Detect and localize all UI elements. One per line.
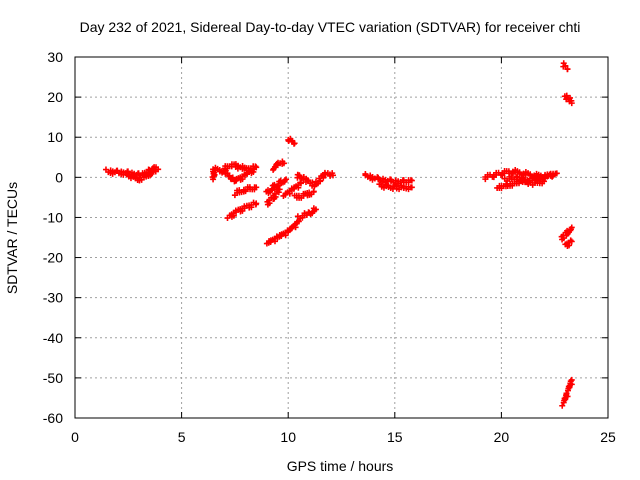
data-point <box>270 166 277 173</box>
y-tick-label: -40 <box>43 330 63 346</box>
series-arc-23 <box>561 92 575 107</box>
data-point <box>276 186 283 193</box>
data-point <box>520 176 527 183</box>
series-arc-15 <box>291 188 317 201</box>
data-points <box>102 60 575 409</box>
y-axis-label: SDTVAR / TECUs <box>4 182 20 294</box>
data-point <box>304 177 311 184</box>
series-arc-21 <box>501 173 548 188</box>
data-point <box>567 237 574 244</box>
x-tick-label: 10 <box>280 429 296 445</box>
series-arc-10 <box>263 218 302 247</box>
y-tick-label: 0 <box>55 169 63 185</box>
data-point <box>297 180 304 187</box>
data-point <box>568 100 575 107</box>
data-point <box>280 160 287 167</box>
data-point <box>253 184 260 191</box>
data-point <box>253 164 260 171</box>
x-axis-label: GPS time / hours <box>287 458 394 474</box>
data-point <box>568 376 575 383</box>
data-point <box>229 174 236 181</box>
y-tick-label: -10 <box>43 209 63 225</box>
series-arc-26 <box>559 376 575 409</box>
data-point <box>317 178 324 185</box>
gridlines <box>75 57 608 418</box>
data-point <box>562 62 569 69</box>
y-tick-label: -50 <box>43 370 63 386</box>
x-tick-label: 0 <box>71 429 79 445</box>
data-point <box>252 163 259 170</box>
data-point <box>312 206 319 213</box>
y-tick-label: 10 <box>47 129 63 145</box>
data-point <box>541 178 548 185</box>
series-arc-25 <box>562 237 575 250</box>
data-point <box>564 66 571 73</box>
series-arc-24 <box>558 224 575 243</box>
data-point <box>295 218 302 225</box>
data-point <box>563 390 570 397</box>
data-point <box>329 172 336 179</box>
series-arc-9 <box>264 186 283 208</box>
series-arc-3 <box>209 164 258 185</box>
data-point <box>568 224 575 231</box>
series-arc-13 <box>280 179 304 199</box>
data-point <box>568 238 575 245</box>
plot-border <box>74 56 609 419</box>
y-tick-label: -60 <box>43 410 63 426</box>
data-point <box>559 402 566 409</box>
x-tick-label: 25 <box>600 429 616 445</box>
series-arc-2 <box>125 164 160 184</box>
series-arc-6 <box>224 199 260 222</box>
series-arc-12 <box>285 135 298 147</box>
series-arc-5 <box>231 184 260 199</box>
series-arc-16 <box>316 169 336 182</box>
series-arc-18 <box>376 181 415 193</box>
series-arc-7 <box>270 158 287 173</box>
data-point <box>553 170 560 177</box>
data-point <box>291 140 298 147</box>
data-point <box>408 184 415 191</box>
axis-ticks: 0 5 10 15 20 25 -60 -50 -40 -30 -20 -10 0 10 20 30 <box>43 49 616 445</box>
x-tick-label: 5 <box>178 429 186 445</box>
data-point <box>253 200 260 207</box>
y-tick-label: 20 <box>47 89 63 105</box>
series-arc-22 <box>560 60 571 73</box>
chart-title: Day 232 of 2021, Sidereal Day-to-day VTE… <box>80 19 581 35</box>
x-tick-label: 15 <box>387 429 403 445</box>
series-arc-11 <box>294 205 319 222</box>
series-arc-4 <box>222 161 260 174</box>
data-point <box>268 187 275 194</box>
x-tick-label: 20 <box>494 429 510 445</box>
series-arc-8 <box>263 176 290 196</box>
data-point <box>153 164 160 171</box>
y-tick-label: 30 <box>47 49 63 65</box>
data-point <box>283 176 290 183</box>
y-tick-label: -30 <box>43 290 63 306</box>
data-point <box>408 177 415 184</box>
y-tick-label: -20 <box>43 250 63 266</box>
data-point <box>310 188 317 195</box>
